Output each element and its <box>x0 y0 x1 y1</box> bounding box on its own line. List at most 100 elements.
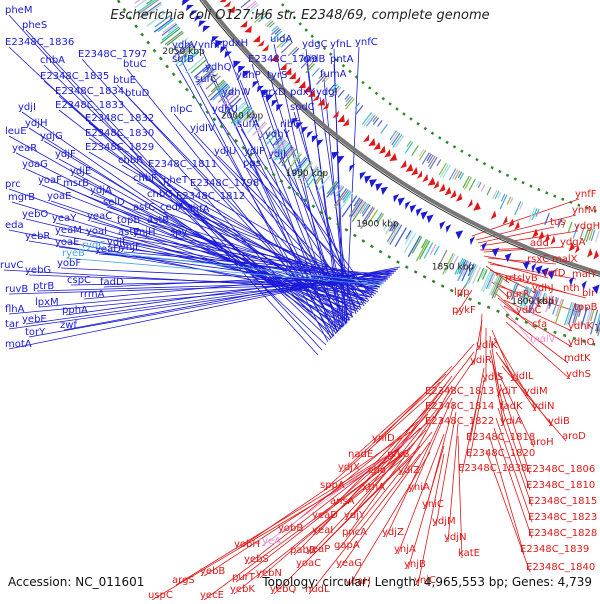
forward-gene-label: pphA <box>62 305 88 316</box>
forward-gene-label: ptrB <box>33 281 54 292</box>
gc-mark <box>417 123 419 124</box>
gc-mark <box>563 335 566 336</box>
forward-gene-label: mgrB <box>8 192 35 203</box>
pseudo-gene-label: malV <box>530 334 556 345</box>
gc-mark <box>305 29 307 31</box>
gc-mark <box>371 246 374 248</box>
gc-mark <box>506 315 509 316</box>
reverse-gene-label: ydhK <box>568 321 594 332</box>
forward-gene-label: ydjF <box>55 149 76 160</box>
reverse-gene-label: yebS <box>244 554 269 565</box>
forward-gene-label: uidB <box>303 54 325 65</box>
forward-gene-label: ydhP <box>236 70 261 81</box>
reverse-gene-label: ydiT <box>496 386 518 397</box>
reverse-gene-label: pykF <box>452 305 476 316</box>
gc-mark <box>530 186 532 187</box>
gc-mark <box>450 290 453 291</box>
category-band-mark <box>412 237 421 254</box>
gc-mark <box>304 199 306 201</box>
gc-mark <box>483 163 485 164</box>
gc-mark <box>439 137 441 138</box>
gc-mark <box>554 332 557 333</box>
inner-band-mark <box>355 103 359 109</box>
reverse-gene-label: E2348C_1828 <box>528 528 597 539</box>
reverse-arrow <box>422 174 428 183</box>
gc-mark <box>280 180 282 182</box>
gc-mark <box>461 151 463 152</box>
forward-gene-label: chbR <box>118 155 143 166</box>
gc-mark <box>405 266 408 267</box>
reverse-gene-label: E2348C_1839 <box>520 544 589 555</box>
kbp-tick-label: 1750 kbp <box>594 323 600 333</box>
inner-band-mark <box>437 160 441 166</box>
forward-arrow <box>410 204 417 213</box>
reverse-gene-label: yoaC <box>296 558 321 569</box>
gc-mark <box>299 23 301 25</box>
gc-mark <box>213 118 215 120</box>
gc-mark <box>491 167 493 168</box>
reverse-gene-label: ynfF <box>575 189 597 200</box>
forward-arrow <box>421 211 428 220</box>
reverse-gene-label: E2348C_1818 <box>466 432 535 443</box>
gc-mark <box>375 93 377 95</box>
gc-mark <box>206 111 208 113</box>
gc-mark <box>379 251 382 253</box>
forward-gene-label: yebE <box>22 314 47 325</box>
reverse-arrow <box>400 160 406 168</box>
gc-mark <box>362 82 364 84</box>
forward-gene-label: lpxM <box>35 297 59 308</box>
forward-gene-label: yoaI <box>86 226 107 237</box>
forward-gene-label: E2348C_1832 <box>85 113 154 124</box>
reverse-gene-label: ydhO <box>568 337 595 348</box>
gc-mark <box>186 89 188 91</box>
gc-mark <box>403 113 405 114</box>
reverse-arrow <box>445 187 452 196</box>
gc-mark <box>265 167 267 169</box>
reverse-arrow <box>337 115 344 123</box>
forward-arrow <box>381 187 388 195</box>
reverse-gene-label: E2348C_1806 <box>526 464 595 475</box>
forward-gene-label: topB <box>117 215 140 226</box>
forward-gene-label: ruvB <box>5 284 28 295</box>
forward-gene-label: spy <box>170 227 188 238</box>
reverse-gene-label: E2348C_1822 <box>425 416 494 427</box>
inner-band-mark <box>532 208 537 220</box>
forward-gene-label: ydjI <box>18 102 36 113</box>
reverse-gene-label: ansA <box>330 496 355 507</box>
forward-gene-label: yeaR <box>12 143 37 154</box>
forward-arrow <box>446 224 452 233</box>
forward-arrow <box>405 201 410 210</box>
reverse-gene-label: lpp <box>454 287 469 298</box>
reverse-gene-label: ynjB <box>404 559 426 570</box>
reverse-gene-label: yjdIL <box>510 371 534 382</box>
forward-gene-label: msrB <box>63 178 89 189</box>
gc-mark <box>288 187 290 189</box>
reverse-arrow <box>406 163 413 171</box>
reverse-arrow <box>332 110 338 118</box>
gc-mark <box>173 73 175 75</box>
reverse-gene-label: katE <box>458 548 480 559</box>
gc-mark <box>166 65 168 67</box>
reverse-gene-label: argS <box>172 575 195 586</box>
forward-arrow <box>492 248 499 257</box>
gc-mark <box>147 41 149 43</box>
gc-mark <box>410 118 412 119</box>
forward-gene-label: E2348C_1829 <box>85 142 154 153</box>
reverse-arrow <box>428 177 436 186</box>
gc-mark <box>312 205 314 207</box>
reverse-gene-label: ydiZ <box>398 465 420 476</box>
reverse-gene-label: E2348C_1840 <box>526 562 595 573</box>
forward-gene-label: pntA <box>330 54 354 65</box>
reverse-gene-label: ynjA <box>394 544 416 555</box>
inner-band-mark <box>428 155 433 163</box>
forward-gene-label: pps <box>243 158 261 169</box>
forward-gene-label: pheT <box>163 175 189 186</box>
reverse-arrow <box>253 35 260 42</box>
reverse-gene-label: nth <box>563 283 580 294</box>
forward-gene-label: btuD <box>125 88 150 99</box>
forward-gene-label: btuC <box>123 59 147 70</box>
forward-gene-label: yebO <box>22 209 48 220</box>
forward-gene-label: ynjH <box>133 227 156 238</box>
forward-arrow <box>225 51 232 58</box>
reverse-gene-label: ydiB <box>548 416 570 427</box>
